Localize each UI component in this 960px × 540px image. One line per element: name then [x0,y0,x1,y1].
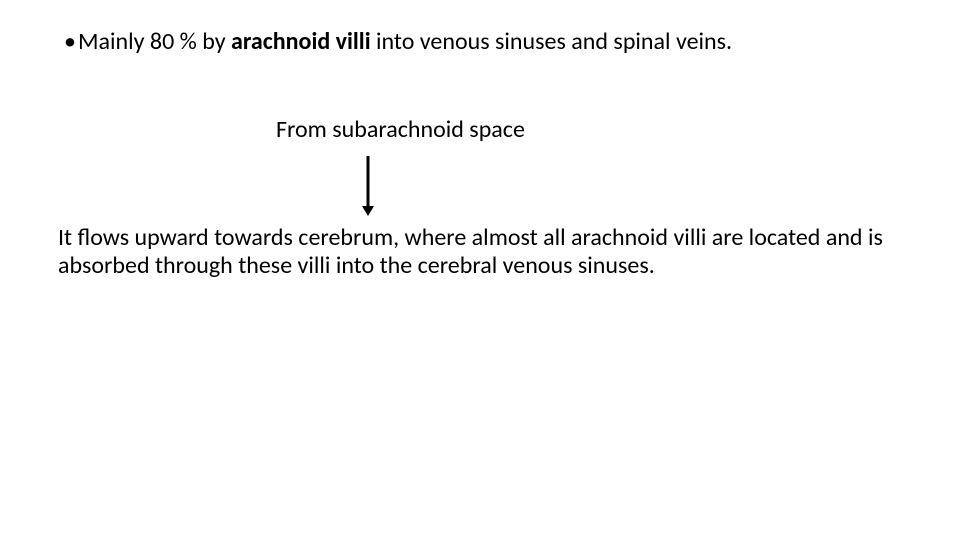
slide: •Mainly 80 % by arachnoid villi into ven… [0,0,960,540]
bullet-dot: • [64,28,78,57]
bullet-text-suffix: into venous sinuses and spinal veins. [371,27,733,56]
flow-arrow [54,154,906,216]
bullet-text-bold: arachnoid villi [231,27,371,56]
body-paragraph: It flows upward towards cerebrum, where … [54,224,906,281]
subarachnoid-label: From subarachnoid space [54,115,906,144]
down-arrow-icon [358,154,378,218]
bullet-item: •Mainly 80 % by arachnoid villi into ven… [54,28,906,57]
bullet-text-prefix: Mainly 80 % by [78,27,231,56]
